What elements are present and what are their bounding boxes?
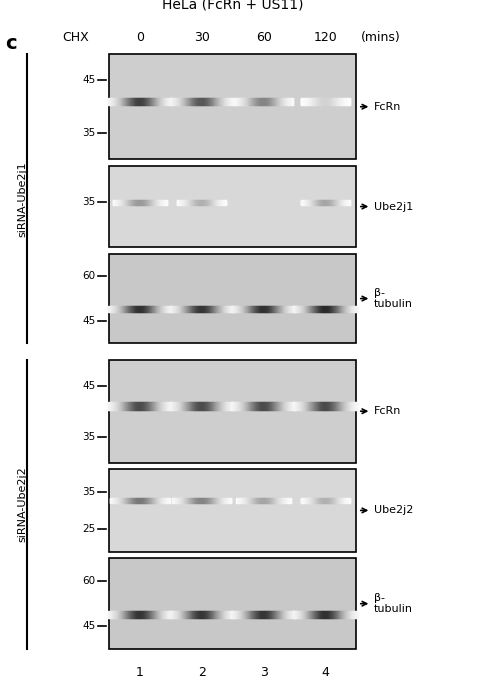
Text: 2: 2 xyxy=(198,666,205,679)
Text: Ube2j1: Ube2j1 xyxy=(374,202,413,211)
Bar xyxy=(109,360,356,462)
Text: 60: 60 xyxy=(255,31,272,44)
Text: 45: 45 xyxy=(82,76,96,85)
Text: 35: 35 xyxy=(82,128,96,138)
Text: 35: 35 xyxy=(82,432,96,442)
Text: HeLa (FcRn + US11): HeLa (FcRn + US11) xyxy=(162,0,303,12)
Text: 1: 1 xyxy=(136,666,144,679)
Text: (mins): (mins) xyxy=(361,31,401,44)
Bar xyxy=(109,54,356,160)
Text: 25: 25 xyxy=(82,524,96,533)
Text: siRNA-Ube2j2: siRNA-Ube2j2 xyxy=(17,466,27,542)
Text: CHX: CHX xyxy=(62,31,89,44)
Text: 4: 4 xyxy=(322,666,329,679)
Text: 45: 45 xyxy=(82,621,96,632)
Text: 3: 3 xyxy=(260,666,267,679)
Text: 60: 60 xyxy=(82,271,96,281)
Text: 35: 35 xyxy=(82,487,96,497)
Text: FcRn: FcRn xyxy=(374,102,401,112)
Text: 30: 30 xyxy=(194,31,210,44)
Text: β-
tubulin: β- tubulin xyxy=(374,593,413,614)
Text: 0: 0 xyxy=(136,31,144,44)
Text: FcRn: FcRn xyxy=(374,406,401,416)
Text: 35: 35 xyxy=(82,198,96,207)
Bar xyxy=(109,469,356,552)
Text: 120: 120 xyxy=(314,31,337,44)
Text: siRNA-Ube2j1: siRNA-Ube2j1 xyxy=(17,161,27,237)
Text: β-
tubulin: β- tubulin xyxy=(374,288,413,310)
Bar xyxy=(109,166,356,248)
Text: c: c xyxy=(5,34,16,53)
Bar xyxy=(109,254,356,344)
Text: Ube2j2: Ube2j2 xyxy=(374,505,413,516)
Bar xyxy=(109,559,356,649)
Text: 60: 60 xyxy=(82,576,96,586)
Text: 45: 45 xyxy=(82,381,96,391)
Text: 45: 45 xyxy=(82,316,96,326)
